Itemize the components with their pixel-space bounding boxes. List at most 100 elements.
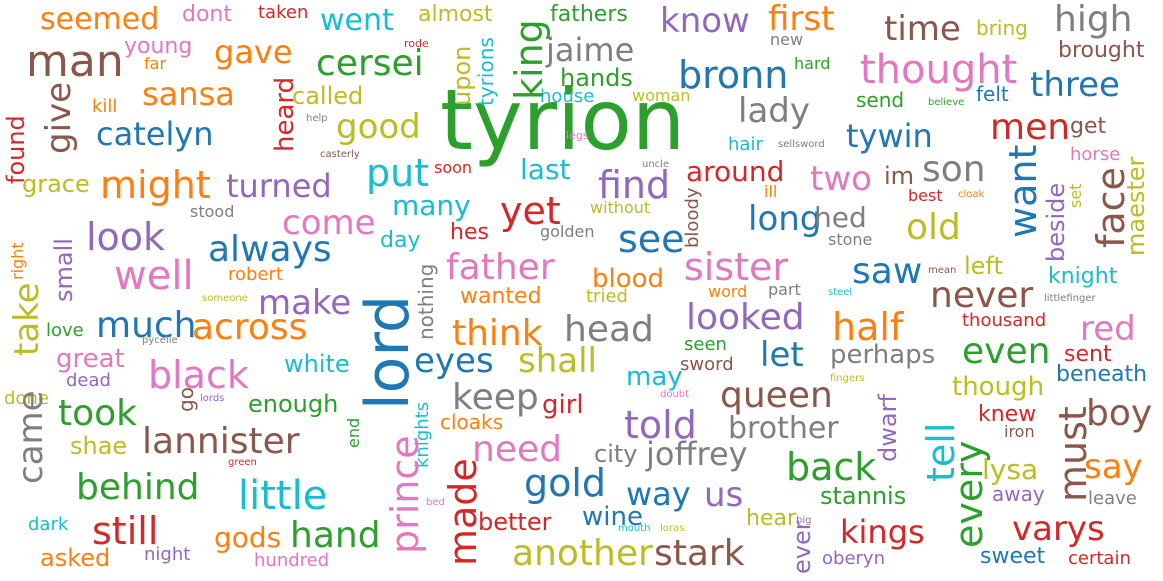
word-someone: someone (202, 293, 248, 304)
word-give: give (39, 81, 79, 154)
word-sent: sent (1064, 342, 1112, 367)
word-joffrey: joffrey (646, 435, 748, 473)
word-tyrions: tyrions (474, 37, 498, 106)
word-thought: thought (860, 47, 1018, 93)
word-say: say (1084, 447, 1143, 487)
word-horse: horse (1070, 144, 1121, 165)
word-called: called (292, 82, 364, 110)
word-taken: taken (258, 2, 309, 23)
word-boy: boy (1086, 393, 1153, 434)
word-even: even (962, 331, 1051, 372)
word-eyes: eyes (414, 341, 494, 381)
word-sansa: sansa (142, 75, 235, 113)
word-many: many (392, 189, 471, 222)
word-gods: gods (214, 521, 282, 554)
word-left: left (964, 252, 1003, 280)
word-last: last (520, 153, 571, 186)
word-see: see (618, 217, 685, 261)
word-red: red (1080, 309, 1136, 349)
word-soon: soon (434, 158, 473, 177)
word-time: time (884, 9, 961, 49)
word-part: part (768, 280, 801, 299)
word-wanted: wanted (460, 284, 542, 309)
word-hes: hes (450, 220, 489, 245)
word-let: let (760, 335, 804, 375)
word-heard: heard (270, 76, 300, 152)
word-long: long (748, 199, 822, 239)
word-rode: rode (404, 37, 429, 50)
word-need: need (472, 429, 562, 470)
word-help: help (306, 113, 328, 124)
word-stannis: stannis (820, 482, 907, 510)
word-good: good (336, 107, 421, 147)
word-white: white (284, 350, 350, 378)
word-robert: robert (228, 264, 283, 285)
word-must: must (1051, 406, 1095, 502)
word-hand: hand (290, 515, 381, 556)
word-sweet: sweet (980, 544, 1046, 569)
word-lord: lord (353, 294, 423, 410)
word-man: man (26, 36, 124, 87)
word-legs: legs (566, 129, 589, 142)
word-little: little (238, 473, 328, 519)
word-head: head (564, 309, 654, 350)
word-every: every (947, 440, 991, 548)
word-mean: mean (928, 265, 957, 276)
word-better: better (478, 508, 552, 536)
word-get: get (1070, 114, 1107, 139)
word-enough: enough (248, 390, 339, 418)
word-set: set (1066, 183, 1085, 208)
word-catelyn: catelyn (96, 115, 214, 153)
word-house: house (540, 86, 595, 107)
word-dark: dark (28, 514, 69, 535)
word-go: go (174, 387, 198, 412)
word-ill: ill (764, 182, 778, 201)
word-girl: girl (542, 390, 584, 420)
word-three: three (1030, 65, 1120, 105)
word-golden: golden (540, 222, 595, 241)
word-hear: hear (746, 506, 797, 531)
word-iron: iron (1004, 422, 1035, 441)
word-son: son (922, 149, 986, 190)
word-came: came (11, 390, 51, 484)
word-old: old (906, 207, 961, 248)
word-back: back (786, 445, 877, 489)
word-big: big (796, 515, 812, 526)
word-another: another (512, 533, 653, 574)
word-ever: ever (788, 520, 816, 574)
word-come: come (282, 203, 376, 243)
word-beside: beside (1042, 182, 1070, 262)
word-sister: sister (684, 245, 789, 289)
word-bloody: bloody (682, 187, 703, 248)
word-find: find (598, 163, 671, 207)
word-hard: hard (794, 54, 831, 73)
word-seemed: seemed (40, 2, 160, 37)
word-always: always (208, 229, 332, 270)
word-might: might (100, 163, 211, 207)
word-blood: blood (592, 264, 665, 294)
word-end: end (344, 417, 363, 448)
word-jaime: jaime (546, 31, 635, 69)
word-loras: loras (660, 523, 685, 534)
word-almost: almost (418, 2, 493, 27)
word-seen: seen (684, 334, 727, 355)
word-send: send (856, 88, 905, 112)
word-steel: steel (828, 287, 853, 298)
word-knew: knew (978, 402, 1037, 427)
word-way: way (626, 475, 691, 513)
word-cloak: cloak (958, 189, 985, 200)
word-small: small (50, 238, 78, 302)
word-great: great (56, 344, 125, 374)
word-green: green (228, 457, 257, 468)
word-thousand: thousand (962, 310, 1047, 331)
word-without: without (590, 198, 651, 217)
word-doubt: doubt (660, 389, 690, 400)
word-beneath: beneath (1056, 362, 1148, 387)
word-know: know (660, 1, 750, 41)
word-right: right (8, 242, 27, 280)
word-far: far (144, 54, 167, 73)
word-word: word (708, 282, 748, 301)
word-sword: sword (680, 354, 734, 375)
word-though: though (952, 372, 1045, 402)
